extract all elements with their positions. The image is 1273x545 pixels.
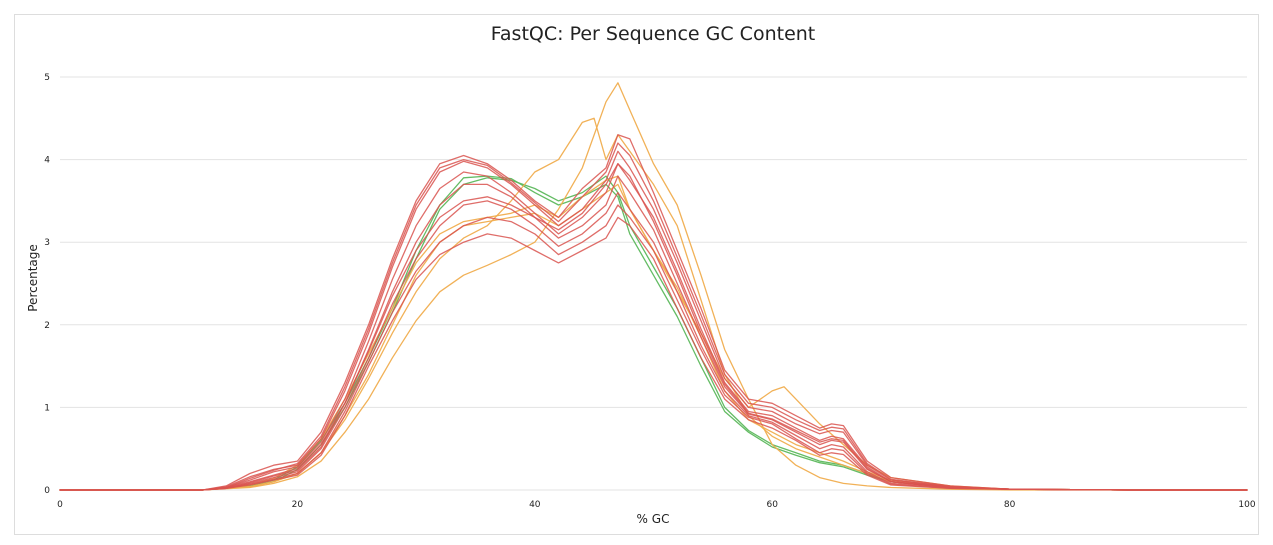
x-tick-label: 100 [1238, 500, 1255, 510]
series-line-fail-10 [59, 191, 1248, 491]
series-line-warn-2 [59, 117, 1248, 491]
y-tick-label: 3 [44, 238, 50, 248]
x-tick-label: 40 [529, 500, 541, 510]
x-tick-label: 80 [1004, 500, 1016, 510]
x-tick-label: 60 [766, 500, 778, 510]
chart-title: FastQC: Per Sequence GC Content [491, 23, 816, 45]
series-line-fail-13 [59, 142, 1248, 491]
series-line-fail-9 [59, 175, 1248, 491]
series-line-fail-8 [59, 163, 1248, 491]
chart-frame [14, 14, 1259, 535]
x-tick-labels: 0 20 40 60 80 100 [57, 500, 1256, 510]
grid-lines [60, 76, 1247, 491]
series-line-warn-3 [59, 82, 1248, 491]
series-line-fail-11 [59, 204, 1248, 491]
y-tick-label: 2 [44, 321, 50, 331]
series-line-fail-7 [59, 150, 1248, 491]
y-tick-label: 1 [44, 403, 50, 413]
y-tick-labels: 0 1 2 3 4 5 [44, 73, 50, 496]
y-tick-label: 0 [44, 486, 50, 496]
x-tick-label: 20 [292, 500, 304, 510]
x-tick-label: 0 [57, 500, 63, 510]
y-axis-label: Percentage [26, 244, 40, 312]
series-line-fail-12 [59, 216, 1248, 491]
y-tick-label: 4 [44, 156, 50, 166]
series-line-fail-14 [59, 163, 1248, 491]
series-lines [59, 82, 1248, 491]
series-line-fail-6 [59, 134, 1248, 491]
y-tick-label: 5 [44, 73, 50, 83]
x-axis-label: % GC [637, 512, 670, 526]
